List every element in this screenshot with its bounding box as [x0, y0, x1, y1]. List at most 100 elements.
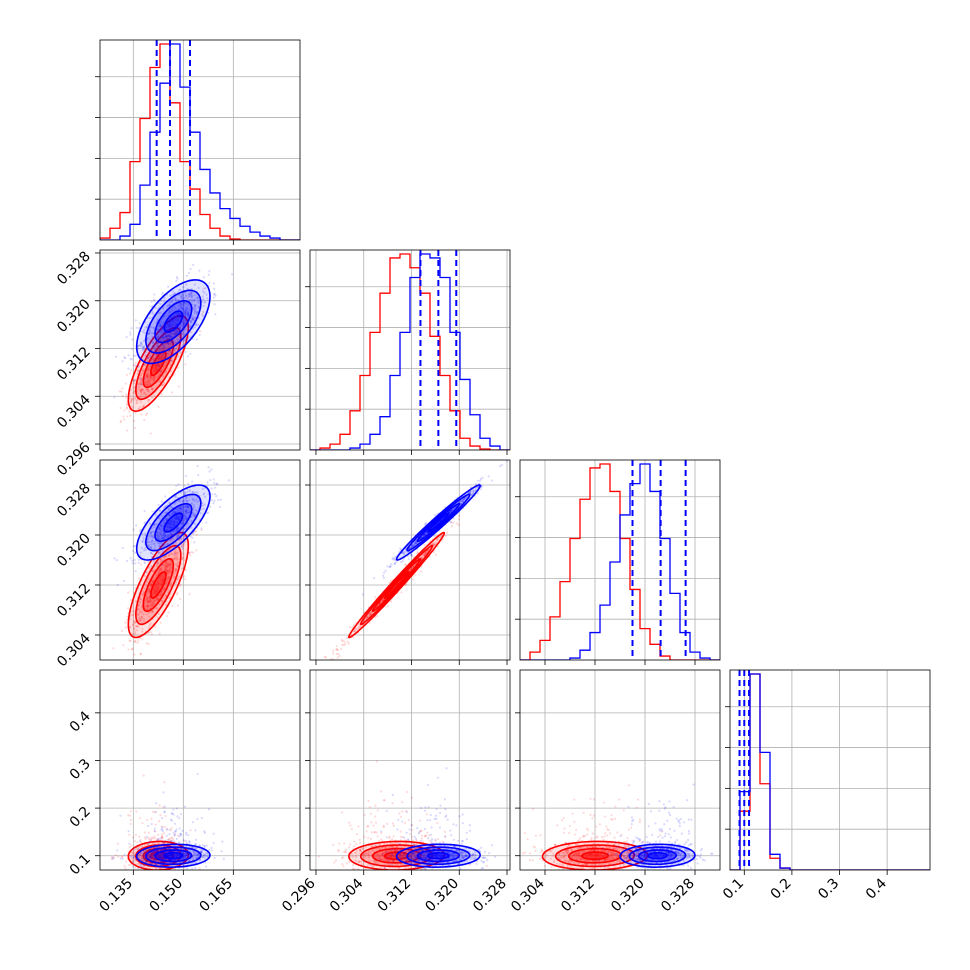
y-tick-label: 0.320 [54, 531, 94, 571]
panel-frame [309, 669, 511, 871]
contour-line [406, 493, 471, 552]
contour-line [416, 849, 461, 863]
panel-2-1 [305, 459, 511, 665]
y-tick-label: 0.328 [54, 481, 94, 521]
density-fill [417, 850, 460, 862]
density-fill [155, 503, 192, 542]
scatter-series-1 [361, 460, 508, 596]
panel-3-0: 0.135 0.150 0.165 0.1 0.2 0.3 0.4 [67, 669, 301, 916]
panel-1-0: 0.296 0.304 0.312 0.320 0.328 [54, 248, 301, 479]
contour-line [163, 512, 184, 533]
histogram-series-0 [100, 43, 300, 240]
contour-line [359, 544, 434, 626]
contour-line [145, 289, 202, 354]
y-tick-label: 0.2 [67, 804, 94, 831]
contour-line [142, 338, 175, 389]
x-tick-label: 0.328 [658, 876, 698, 916]
contour-line [127, 314, 190, 412]
density-fill [150, 351, 166, 376]
contour-line [427, 512, 450, 533]
contour-line [154, 299, 193, 344]
scatter-series-0 [323, 514, 461, 660]
contour-line [371, 557, 422, 613]
contour-line [554, 844, 636, 868]
density-fill [143, 558, 174, 612]
density-fill [136, 279, 210, 364]
x-tick-label: 0.3 [815, 876, 842, 903]
contour-line [135, 544, 182, 626]
scatter-series-1 [369, 767, 497, 870]
scatter-series-1 [113, 465, 231, 587]
density-fill [638, 850, 677, 862]
panel-frame [99, 39, 301, 241]
density-fill [128, 532, 189, 638]
y-tick-label: 0.1 [67, 851, 94, 878]
density-fill [384, 571, 409, 599]
contour-line [383, 851, 410, 861]
contour-line [154, 849, 193, 863]
panel-frame [519, 459, 721, 661]
density-fill [360, 545, 433, 625]
histogram-series-1 [100, 43, 300, 240]
y-tick-label: 0.296 [54, 439, 94, 479]
panel-3-2: 0.304 0.312 0.320 0.328 [508, 669, 721, 916]
panel-frame [309, 459, 511, 661]
contour-line [581, 851, 609, 861]
contour-line [416, 502, 461, 543]
histogram-series-1 [310, 253, 510, 450]
panel-3-1: 0.296 0.304 0.312 0.320 0.328 [279, 669, 511, 916]
density-fill [150, 852, 166, 860]
contour-line [135, 484, 211, 561]
panel-frame [309, 249, 511, 451]
histogram-series-0 [520, 463, 720, 660]
panel-2-0: 0.304 0.312 0.320 0.328 [54, 459, 301, 670]
panel-2-2 [515, 459, 721, 665]
contour-line [427, 852, 450, 860]
contour-line [163, 310, 184, 333]
density-fill [128, 315, 189, 412]
y-tick-label: 0.312 [54, 581, 94, 621]
contour-line [395, 843, 481, 868]
contour-line [150, 571, 167, 599]
contour-line [406, 846, 471, 866]
contour-line [127, 531, 190, 639]
panel-0-0 [95, 39, 301, 245]
density-fill [581, 852, 609, 860]
density-fill [164, 513, 183, 532]
contour-line [163, 852, 184, 860]
contour-line [145, 493, 202, 552]
x-tick-label: 0.304 [508, 875, 548, 915]
scatter-series-0 [110, 774, 202, 870]
density-fill [155, 850, 192, 862]
x-tick-label: 0.296 [279, 875, 319, 915]
density-fill [136, 485, 210, 560]
scatter-series-1 [111, 772, 225, 870]
x-tick-label: 0.304 [327, 875, 367, 915]
contour-line [135, 326, 182, 401]
density-fill [164, 311, 183, 333]
x-tick-label: 0.320 [422, 876, 462, 916]
density-fill [150, 571, 166, 599]
panel-frame [99, 249, 301, 451]
contour-line [395, 484, 481, 561]
y-tick-label: 0.320 [54, 296, 94, 336]
y-tick-label: 0.304 [54, 392, 94, 432]
density-fill [155, 300, 192, 343]
y-tick-label: 0.304 [54, 630, 94, 670]
y-tick-label: 0.328 [54, 248, 94, 288]
density-fill [145, 494, 201, 551]
scatter-series-1 [597, 783, 720, 870]
x-tick-label: 0.328 [470, 876, 510, 916]
density-fill [143, 848, 174, 863]
x-tick-label: 0.1 [720, 876, 747, 903]
scatter-series-0 [521, 784, 677, 870]
density-fill [135, 327, 181, 400]
scatter-series-1 [113, 263, 234, 399]
contour-line [383, 571, 410, 599]
density-fill [135, 545, 181, 625]
density-fill [648, 852, 667, 859]
x-tick-label: 0.2 [768, 876, 795, 903]
x-tick-label: 0.165 [196, 876, 236, 916]
histogram-series-0 [310, 253, 510, 450]
